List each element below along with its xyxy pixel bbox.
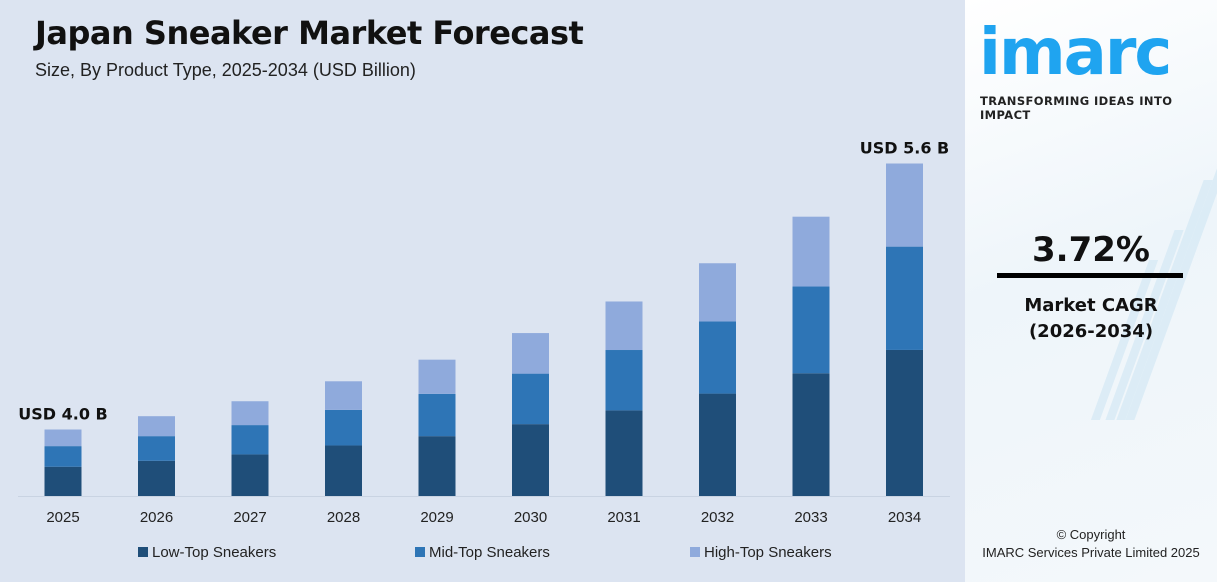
bar-segment-mid-top-sneakers2031	[605, 350, 643, 411]
tagline: TRANSFORMING IDEAS INTO IMPACT	[980, 94, 1173, 122]
x-tick-label: 2031	[607, 509, 640, 526]
bar-segment-high-top-sneakers2027	[231, 401, 269, 426]
bar-segment-low-top-sneakers2028	[325, 445, 362, 496]
bar-segment-low-top-sneakers2033	[792, 373, 830, 496]
bar-segment-high-top-sneakers2026	[138, 416, 175, 437]
bar-segment-mid-top-sneakers2033	[792, 286, 830, 374]
chart-subtitle: Size, By Product Type, 2025-2034 (USD Bi…	[35, 60, 416, 80]
bar-segment-mid-top-sneakers2034	[886, 246, 923, 350]
x-tick-label: 2027	[233, 509, 266, 526]
total-label: USD 5.6 B	[860, 139, 949, 158]
x-tick-label: 2029	[420, 509, 453, 526]
bar-segment-low-top-sneakers2026	[138, 460, 175, 496]
bar-segment-high-top-sneakers2031	[605, 301, 643, 351]
cagr-label-text: Market CAGR	[1024, 295, 1158, 316]
legend-label: Mid-Top Sneakers	[429, 544, 550, 561]
bar-segment-high-top-sneakers2028	[325, 381, 362, 410]
legend-label: Low-Top Sneakers	[152, 544, 276, 561]
x-tick-label: 2026	[140, 509, 173, 526]
cagr-period: (2026-2034)	[1028, 321, 1154, 342]
bar-segment-mid-top-sneakers2032	[699, 321, 736, 394]
legend-label: High-Top Sneakers	[704, 544, 832, 561]
x-tick-label: 2032	[701, 509, 734, 526]
divider	[997, 273, 1183, 278]
x-tick-label: 2034	[888, 509, 921, 526]
bar-segment-low-top-sneakers2029	[418, 436, 456, 496]
cagr-value: 3.72%	[1032, 230, 1150, 270]
x-tick-label: 2033	[794, 509, 827, 526]
legend-swatch	[690, 547, 700, 557]
chart-title: Japan Sneaker Market Forecast	[35, 14, 584, 52]
bar-segment-low-top-sneakers2027	[231, 454, 269, 496]
company-name: IMARC Services Private Limited 2025	[982, 545, 1200, 560]
bar-segment-high-top-sneakers2029	[418, 359, 456, 394]
bar-segment-low-top-sneakers2025	[44, 466, 82, 496]
sidebar: imarc TRANSFORMING IDEAS INTO IMPACT 3.7…	[965, 0, 1217, 582]
imarc-logo: imarc	[979, 16, 1172, 90]
bar-segment-high-top-sneakers2033	[792, 216, 830, 287]
total-label: USD 4.0 B	[18, 405, 107, 424]
bar-segment-high-top-sneakers2025	[44, 429, 82, 447]
bar-segment-low-top-sneakers2031	[605, 410, 643, 496]
bar-segment-mid-top-sneakers2029	[418, 393, 456, 437]
copyright: © Copyright IMARC Services Private Limit…	[965, 526, 1217, 562]
bar-segment-high-top-sneakers2032	[699, 263, 736, 322]
stacked-bar-chart: 2025 USD 4.0 B 2026 2027 2028 2029 2030 2031 203…	[18, 139, 950, 561]
chart-panel: Japan Sneaker Market Forecast Size, By P…	[18, 14, 950, 561]
cagr-label: Market CAGR (2026-2034)	[965, 293, 1217, 345]
bar-segment-mid-top-sneakers2030	[512, 373, 549, 425]
copyright-text: © Copyright	[1056, 527, 1126, 542]
bar-segment-mid-top-sneakers2028	[325, 409, 362, 446]
x-tick-label: 2030	[514, 509, 547, 526]
bar-segment-mid-top-sneakers2026	[138, 436, 175, 461]
bar-segment-mid-top-sneakers2027	[231, 425, 269, 455]
x-tick-label: 2025	[46, 509, 79, 526]
legend-swatch	[415, 547, 425, 557]
legend-swatch	[138, 547, 148, 557]
bar-segment-low-top-sneakers2032	[699, 393, 736, 496]
bar-segment-low-top-sneakers2034	[886, 349, 923, 496]
x-tick-label: 2028	[327, 509, 360, 526]
bar-segment-low-top-sneakers2030	[512, 424, 549, 496]
bar-segment-mid-top-sneakers2025	[44, 446, 82, 467]
bar-segment-high-top-sneakers2030	[512, 333, 549, 374]
bar-segment-high-top-sneakers2034	[886, 163, 923, 247]
